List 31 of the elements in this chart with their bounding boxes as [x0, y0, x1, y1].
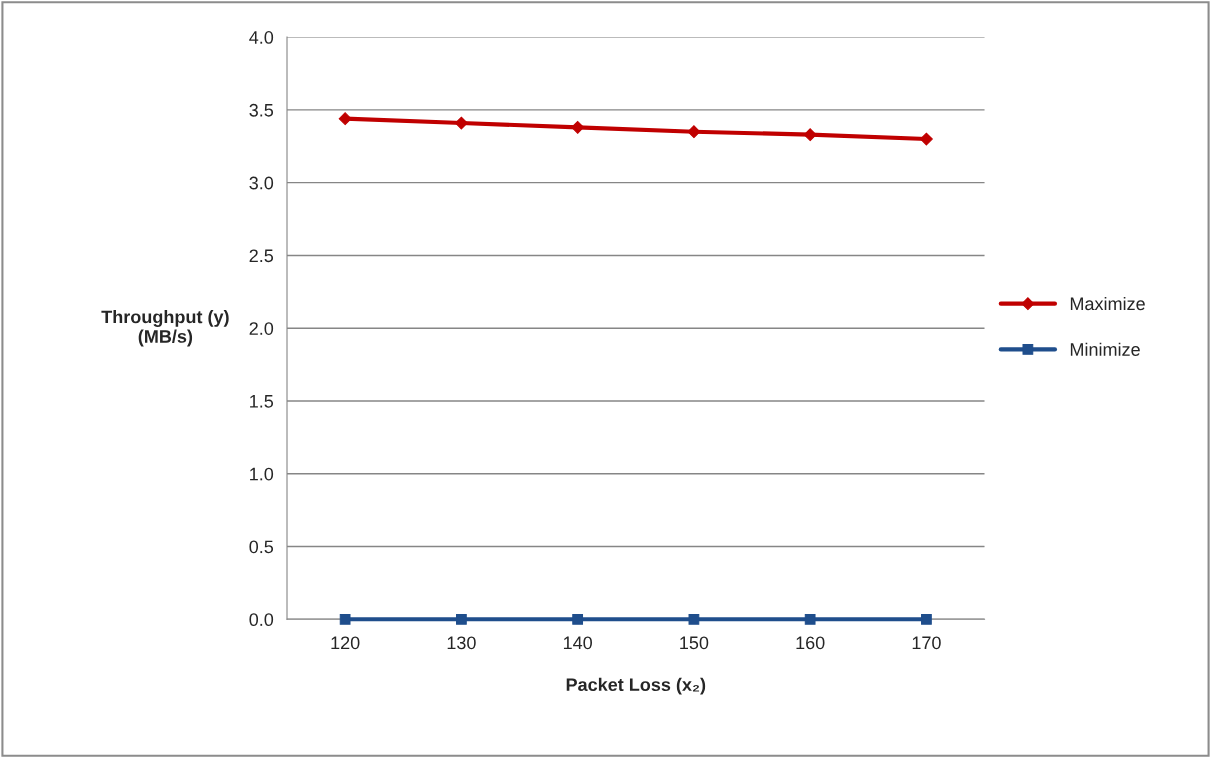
- y-axis-title: Throughput (y) (MB/s): [101, 310, 229, 347]
- point: [921, 613, 932, 625]
- point: [572, 613, 584, 625]
- point: [920, 132, 933, 146]
- y-tick-label: 1.0: [250, 467, 274, 481]
- point: [456, 613, 467, 625]
- y-tick-label: 1.5: [250, 395, 274, 408]
- point: [803, 128, 817, 142]
- point: [454, 116, 468, 130]
- point: [338, 112, 352, 126]
- legend-label: Minimize: [1070, 342, 1140, 356]
- x-tick-label: 150: [680, 636, 709, 650]
- y-tick-label: 0.0: [249, 613, 274, 627]
- x-tick-label: 130: [447, 636, 476, 650]
- point: [571, 120, 585, 134]
- point: [688, 613, 700, 625]
- point: [687, 125, 701, 139]
- x-tick-label: 120: [331, 636, 360, 650]
- x-axis-title: Packet Loss (x₂): [566, 677, 706, 695]
- x-tick-label: 140: [563, 636, 592, 650]
- x-tick-label: 170: [912, 636, 941, 650]
- y-tick-label: 0.5: [249, 540, 274, 554]
- y-tick-label: 2.0: [249, 322, 274, 335]
- y-tick-label: 4.0: [249, 31, 274, 44]
- y-tick-label: 3.5: [249, 103, 274, 117]
- y-tick-label: 3.0: [249, 176, 274, 190]
- y-tick-label: 2.5: [249, 249, 274, 263]
- x-tick-label: 160: [796, 636, 825, 650]
- point: [804, 613, 816, 625]
- point: [339, 613, 351, 625]
- legend-label: Maximize: [1070, 296, 1145, 311]
